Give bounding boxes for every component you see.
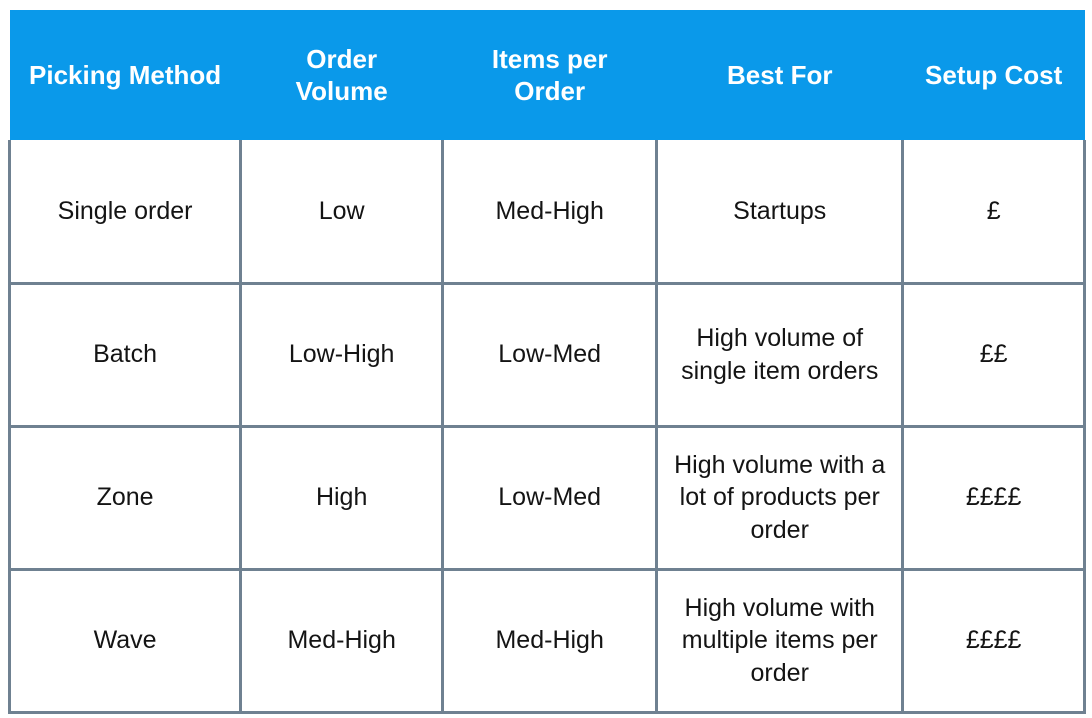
cell-items-per-order: Low-Med (441, 424, 659, 571)
column-header-label: Picking Method (29, 59, 222, 90)
column-header-label: Items per Order (491, 43, 608, 107)
cell-picking-method: Batch (7, 281, 243, 428)
cell-setup-cost: £ (901, 140, 1086, 285)
table-row-batch: Batch Low-High Low-Med High volume of si… (7, 281, 1086, 428)
cell-setup-cost: ££££ (901, 424, 1086, 571)
cell-order-volume: Med-High (239, 567, 445, 714)
table-body: Single order Low Med-High Startups £ Bat… (7, 140, 1086, 714)
header-row: Picking Method Order Volume Items per Or… (9, 10, 1085, 140)
cell-best-for: High volume of single item orders (655, 281, 905, 428)
column-header-picking-method: Picking Method (9, 10, 241, 140)
column-header-label: Setup Cost (925, 59, 1063, 90)
cell-order-volume: High (239, 424, 445, 571)
cell-items-per-order: Med-High (441, 140, 659, 285)
cell-best-for: Startups (655, 140, 905, 285)
column-header-label: Order Volume (295, 43, 388, 107)
cell-best-for: High volume with multiple items per orde… (655, 567, 905, 714)
cell-items-per-order: Low-Med (441, 281, 659, 428)
table-row-zone: Zone High Low-Med High volume with a lot… (7, 424, 1086, 571)
cell-picking-method: Wave (7, 567, 243, 714)
table-header: Picking Method Order Volume Items per Or… (9, 10, 1085, 140)
cell-setup-cost: ££££ (901, 567, 1086, 714)
cell-order-volume: Low-High (239, 281, 445, 428)
cell-picking-method: Single order (7, 140, 243, 285)
cell-picking-method: Zone (7, 424, 243, 571)
cell-best-for: High volume with a lot of products per o… (655, 424, 905, 571)
column-header-items-per-order: Items per Order (442, 10, 657, 140)
cell-items-per-order: Med-High (441, 567, 659, 714)
column-header-label: Best For (726, 59, 833, 90)
table-row-wave: Wave Med-High Med-High High volume with … (7, 567, 1086, 714)
cell-setup-cost: ££ (901, 281, 1086, 428)
picking-methods-table: Picking Method Order Volume Items per Or… (7, 10, 1086, 714)
column-header-order-volume: Order Volume (240, 10, 443, 140)
column-header-setup-cost: Setup Cost (902, 10, 1085, 140)
column-header-best-for: Best For (656, 10, 903, 140)
table-row-single-order: Single order Low Med-High Startups £ (7, 140, 1086, 285)
cell-order-volume: Low (239, 140, 445, 285)
